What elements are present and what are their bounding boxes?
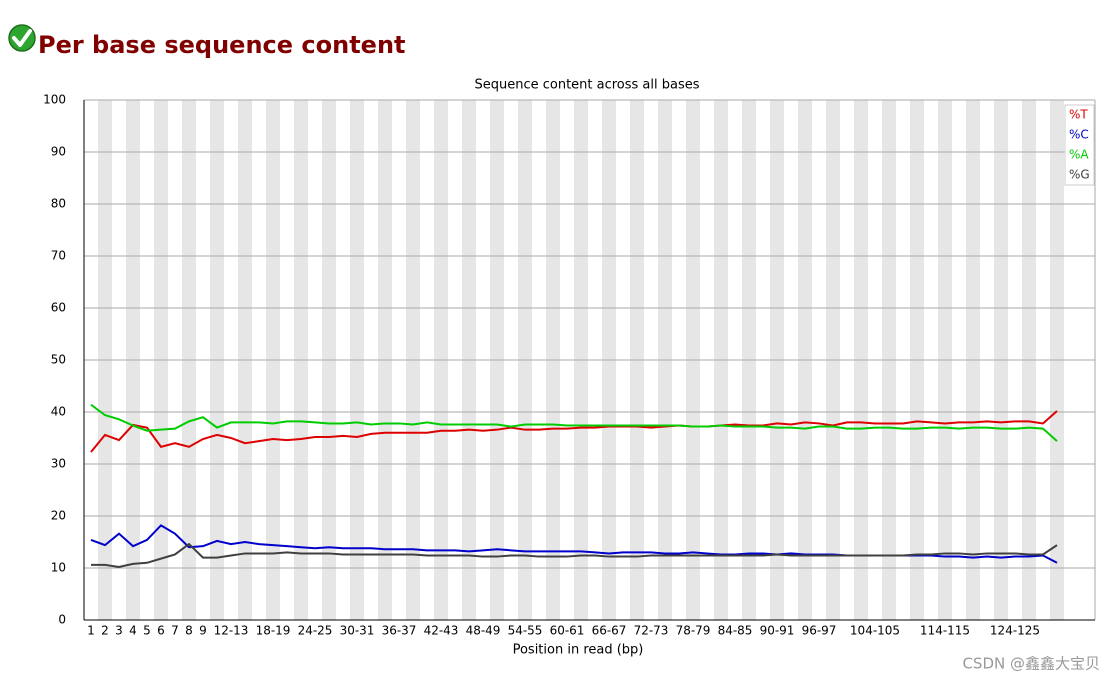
legend-box: [1064, 104, 1095, 186]
plot: 0 10 20 30 40 50 60 70 80 90 100 1 2 3 4 5 6 7 8 9 12-13 18-1…: [43, 93, 1096, 638]
x-tick-label: 96-97: [802, 624, 837, 638]
x-tick-label: 2: [101, 624, 109, 638]
x-tick-label: 1: [87, 624, 95, 638]
x-tick-label: 12-13: [214, 624, 249, 638]
y-tick-label: 100: [43, 93, 66, 107]
y-tick-label: 20: [51, 509, 66, 523]
x-tick-label: 48-49: [466, 624, 501, 638]
x-axis-label: Position in read (bp): [513, 643, 644, 658]
x-tick-label: 124-125: [990, 624, 1040, 638]
x-tick-label: 5: [143, 624, 151, 638]
y-tick-label: 90: [51, 145, 66, 159]
legend-entry: %G: [1069, 168, 1090, 182]
x-tick-label: 4: [129, 624, 137, 638]
page-title: Per base sequence content: [38, 31, 406, 59]
x-tick-label: 36-37: [382, 624, 417, 638]
y-tick-label: 0: [58, 613, 66, 627]
y-tick-label: 50: [51, 353, 66, 367]
x-tick-label: 3: [115, 624, 123, 638]
x-tick-label: 8: [185, 624, 193, 638]
x-tick-label: 84-85: [718, 624, 753, 638]
x-tick-label: 78-79: [676, 624, 711, 638]
x-tick-label: 114-115: [920, 624, 970, 638]
series-line: [91, 542, 1058, 568]
series-line: [90, 410, 1058, 453]
x-tick-label: 54-55: [508, 624, 543, 638]
x-tick-label: 104-105: [850, 624, 900, 638]
x-tick-label: 7: [171, 624, 179, 638]
ok-icon: [8, 24, 36, 52]
x-tick-label: 24-25: [298, 624, 333, 638]
legend-entry: %C: [1069, 128, 1089, 142]
y-tick-label: 10: [51, 561, 66, 575]
x-tick-label: 6: [157, 624, 165, 638]
x-tick-label: 66-67: [592, 624, 627, 638]
x-tick-label: 18-19: [256, 624, 291, 638]
legend-entry: %T: [1069, 108, 1088, 122]
y-tick-label: 60: [51, 301, 66, 315]
series-line: [90, 403, 1058, 442]
x-tick-label: 72-73: [634, 624, 669, 638]
watermark: CSDN @鑫鑫大宝贝: [962, 655, 1100, 673]
y-tick-label: 70: [51, 249, 66, 263]
y-tick-label: 80: [51, 197, 66, 211]
x-tick-label: 9: [199, 624, 207, 638]
y-tick-label: 40: [51, 405, 66, 419]
x-tick-label: 60-61: [550, 624, 585, 638]
x-tick-label: 42-43: [424, 624, 459, 638]
x-tick-label: 30-31: [340, 624, 375, 638]
legend-entry: %A: [1069, 148, 1089, 162]
chart-title: Sequence content across all bases: [474, 78, 699, 93]
x-tick-label: 90-91: [760, 624, 795, 638]
y-tick-label: 30: [51, 457, 66, 471]
